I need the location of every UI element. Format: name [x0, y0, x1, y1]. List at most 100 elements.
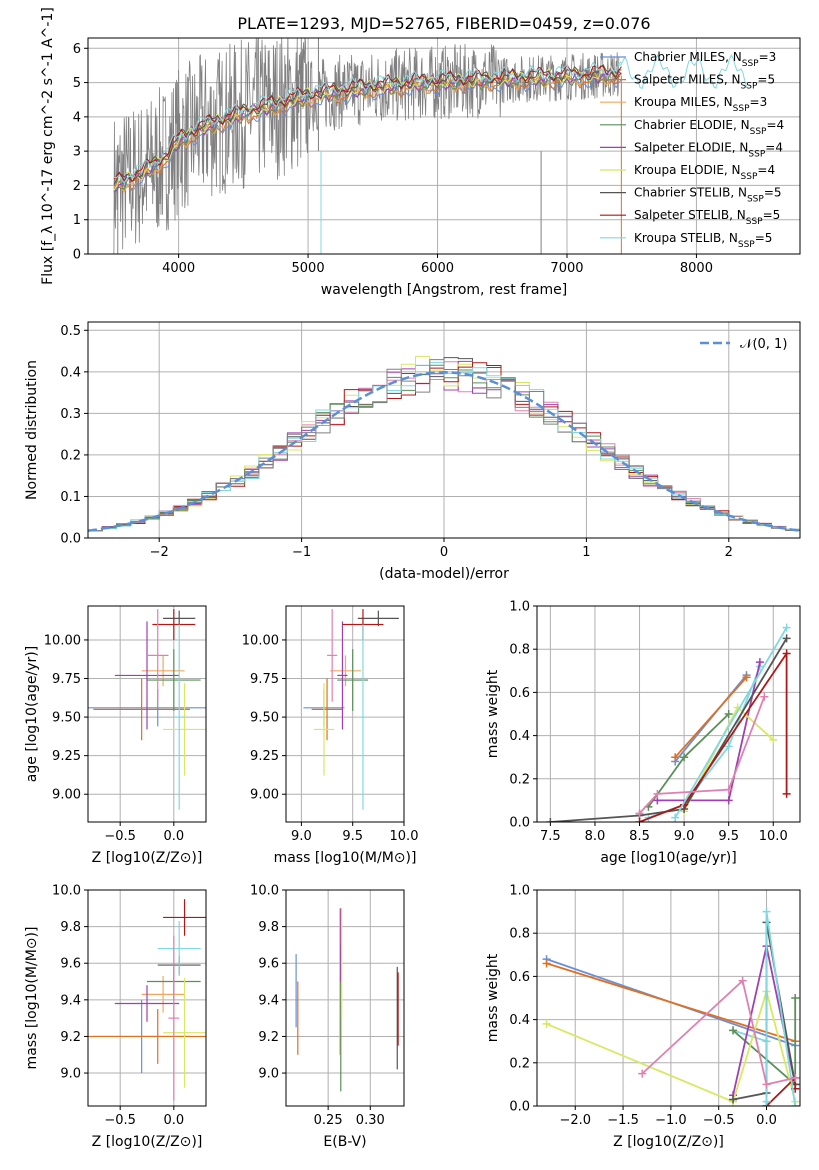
weight-marker — [680, 753, 689, 762]
legend-entry: Salpeter STELIB, NSSP=5 — [634, 208, 780, 227]
weight-line-6 — [546, 988, 797, 1103]
errorbar-point — [152, 609, 196, 640]
weight-marker — [782, 634, 791, 643]
panel-residuals: −2 −1 0 1 2 0.0 0.1 0.2 0.3 0.4 0.5 (data-model)/er… — [24, 321, 801, 582]
legend-entry: Kroupa STELIB, NSSP=5 — [634, 231, 772, 250]
errorbar-point — [157, 921, 201, 977]
legend-subscript: SSP — [748, 149, 765, 159]
x-tick-label: 8.5 — [629, 829, 650, 844]
y-tick-label: 0.4 — [509, 729, 530, 744]
observed-spectrum — [113, 38, 620, 254]
x-tick-label: 0.30 — [356, 1113, 385, 1128]
x-tick-label: 6000 — [421, 261, 454, 276]
x-tick-label: 2 — [725, 545, 733, 560]
legend-subscript: SSP — [738, 240, 755, 250]
weight-line-7 — [550, 637, 788, 822]
panel-age_vs_mass: 9.0 9.5 10.0 9.00 9.25 9.50 9.75 10.00 mass [log… — [242, 605, 418, 866]
legend-count: =5 — [757, 73, 775, 87]
y-tick-label: 0.6 — [509, 970, 530, 985]
weight-line-8 — [639, 650, 788, 822]
weight-marker — [638, 1069, 647, 1078]
axes-frame — [285, 605, 405, 823]
y-axis-label: mass weight — [485, 953, 501, 1042]
y-tick-label: 1.0 — [509, 884, 530, 899]
y-tick-label: 9.0 — [60, 1067, 81, 1082]
y-tick-label: 10.0 — [52, 884, 81, 899]
legend-subscript: SSP — [742, 59, 759, 69]
model-spectrum-5 — [113, 66, 622, 193]
gridlines — [537, 889, 800, 1107]
x-tick-label: 7000 — [550, 261, 583, 276]
x-tick-label: 9.0 — [674, 829, 695, 844]
weight-marker — [671, 813, 680, 822]
gridlines — [286, 889, 404, 1106]
y-tick-label: 2 — [73, 179, 81, 194]
y-tick-label: 0.2 — [509, 772, 530, 787]
legend-entry: Kroupa ELODIE, NSSP=4 — [634, 163, 775, 182]
x-tick-label: 1 — [582, 545, 590, 560]
gridlines — [537, 605, 800, 823]
x-axis-label: (data-model)/error — [379, 566, 509, 582]
errorbar-point — [163, 977, 206, 1088]
y-tick-label: 9.6 — [258, 957, 279, 972]
panel-mass_vs_Z: −0.5 0.0 9.0 9.2 9.4 9.6 9.8 10.0 Z [log10(Z/Z⊙)… — [24, 884, 207, 1150]
x-tick-label: 10.0 — [759, 829, 788, 844]
x-tick-label: 7.5 — [540, 829, 561, 844]
errorbar-point — [141, 655, 185, 687]
y-tick-label: 9.4 — [60, 993, 81, 1008]
y-tick-label: 0.4 — [60, 365, 81, 380]
x-axis-label: wavelength [Angstrom, rest frame] — [321, 282, 567, 298]
errorbar-point — [147, 649, 201, 711]
y-tick-label: 0.4 — [509, 1013, 530, 1028]
legend-count: =5 — [764, 186, 782, 200]
weight-marker — [769, 735, 778, 744]
x-tick-label: 9.0 — [291, 829, 312, 844]
y-tick-label: 0.0 — [509, 816, 530, 831]
y-axis-label: age [log10(age/yr)] — [24, 646, 40, 782]
legend-count: =4 — [757, 163, 775, 177]
y-tick-label: 9.4 — [258, 993, 279, 1008]
legend-count: =4 — [765, 140, 783, 154]
weight-marker — [724, 742, 733, 751]
legend-count: =3 — [759, 50, 777, 64]
x-tick-label: 0.0 — [756, 1113, 777, 1128]
y-tick-label: 9.8 — [60, 920, 81, 935]
legend: 𝒩(0, 1) — [700, 337, 787, 352]
weight-marker — [724, 796, 733, 805]
weight-marker — [791, 1073, 800, 1082]
y-tick-label: 9.25 — [52, 749, 81, 764]
weight-marker — [635, 818, 644, 822]
axes-frame — [87, 37, 801, 255]
weight-marker — [738, 976, 747, 985]
weight-line-2 — [674, 676, 748, 758]
x-tick-label: 5000 — [292, 261, 325, 276]
weight-line-9 — [674, 627, 788, 819]
y-axis-label: Flux [f_λ 10^-17 erg cm^-2 s^-1 A^-1] — [40, 7, 56, 285]
weight-marker — [755, 658, 764, 667]
weight-line-10 — [641, 978, 796, 1086]
axes-frame — [536, 889, 801, 1107]
legend-entry: Chabrier MILES, NSSP=3 — [634, 50, 776, 69]
errorbar-point — [360, 624, 366, 810]
normal-reference-curve — [88, 371, 800, 532]
legend-count: =4 — [766, 118, 784, 132]
weight-marker — [635, 809, 644, 818]
weight-marker — [546, 818, 555, 822]
axes-frame — [87, 321, 801, 539]
y-tick-label: 9.8 — [258, 920, 279, 935]
y-tick-label: 0.5 — [60, 324, 81, 339]
weight-marker — [542, 959, 551, 968]
legend-entry: Kroupa MILES, NSSP=3 — [634, 95, 767, 114]
errorbar-point — [93, 678, 190, 741]
x-tick-label: −0.5 — [104, 829, 136, 844]
weight-marker — [791, 994, 800, 1002]
weight-marker — [729, 1095, 738, 1104]
y-tick-label: 9.2 — [258, 1030, 279, 1045]
errorbar-point — [357, 610, 399, 627]
plot-area — [542, 907, 800, 1106]
errorbar-point — [330, 655, 361, 687]
errorbar-point — [163, 683, 206, 776]
weight-marker — [762, 907, 771, 916]
x-tick-label: −1.5 — [607, 1113, 639, 1128]
weight-marker — [782, 649, 791, 658]
